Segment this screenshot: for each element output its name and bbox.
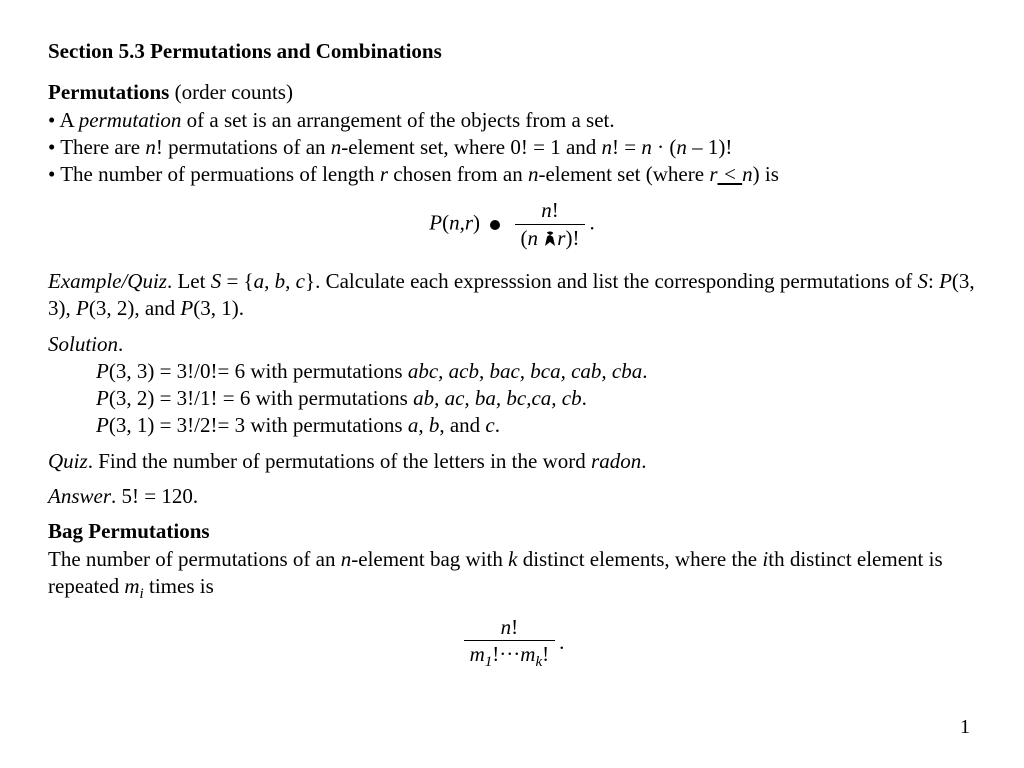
bag-heading: Bag Permutations [48,518,976,545]
bullet-2: • There are n! permutations of an n-elem… [48,134,976,161]
perm-head-bold: Permutations [48,80,169,104]
solution-line-3: P(3, 1) = 3!/2!= 3 with permutations a, … [48,412,976,439]
bullet-1: • A permutation of a set is an arrangeme… [48,107,976,134]
answer: Answer. 5! = 120. [48,483,976,510]
minus-icon [544,231,556,247]
example-quiz: Example/Quiz. Let S = {a, b, c}. Calcula… [48,268,976,323]
equals-icon [490,220,500,230]
formula-bag: n! m1!···mk! . [48,615,976,673]
page-number: 1 [960,714,970,740]
perm-head-rest: (order counts) [169,80,293,104]
quiz: Quiz. Find the number of permutations of… [48,448,976,475]
section-title: Section 5.3 Permutations and Combination… [48,38,976,65]
permutations-heading: Permutations (order counts) [48,79,976,106]
solution: Solution. P(3, 3) = 3!/0!= 6 with permut… [48,331,976,440]
bullets: • A permutation of a set is an arrangeme… [48,107,976,189]
solution-line-2: P(3, 2) = 3!/1! = 6 with permutations ab… [48,385,976,412]
formula-permutation: P(n,r) n! (n r)! . [48,198,976,251]
bullet-3: • The number of permuations of length r … [48,161,976,188]
fraction-bag: n! m1!···mk! [464,615,556,673]
fraction: n! (n r)! [515,198,586,251]
bag-permutations: Bag Permutations The number of permutati… [48,518,976,604]
solution-line-1: P(3, 3) = 3!/0!= 6 with permutations abc… [48,358,976,385]
